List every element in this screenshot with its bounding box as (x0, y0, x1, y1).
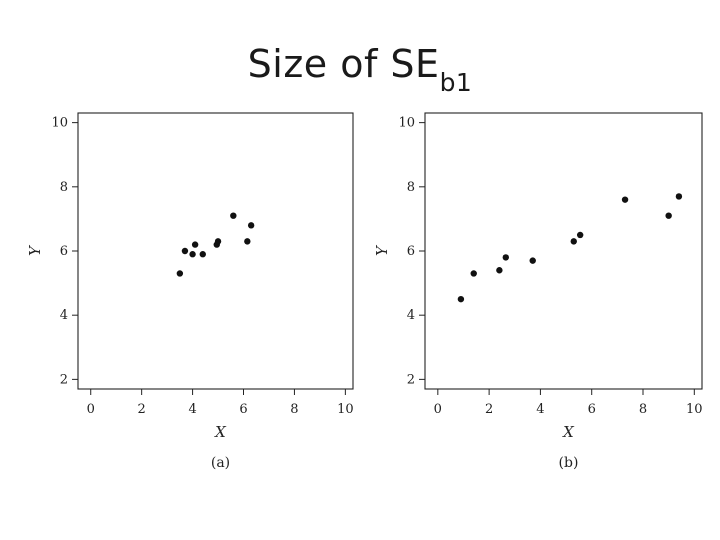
y-tick-label: 4 (60, 308, 68, 323)
data-point (230, 212, 237, 219)
x-tick-label: 6 (588, 402, 596, 417)
y-axis-label: Y (26, 244, 44, 256)
x-tick-label: 4 (188, 402, 196, 417)
y-tick-label: 8 (407, 180, 415, 195)
data-point (189, 251, 196, 258)
y-tick-label: 2 (407, 372, 415, 387)
data-point (181, 247, 189, 255)
data-point (502, 254, 509, 261)
data-point (214, 238, 222, 245)
data-point (176, 270, 184, 277)
data-point (496, 267, 503, 274)
data-point (191, 241, 199, 248)
scatter-panel-a: 2 4 6 8 10 0 2 4 6 8 10 X Y (a) (26, 112, 354, 471)
title-subscript: b1 (439, 68, 473, 97)
y-tick-label: 4 (407, 308, 415, 323)
y-tick-label: 10 (398, 116, 415, 131)
data-point (576, 231, 584, 239)
x-tick-label: 2 (485, 402, 493, 417)
x-tick-label: 0 (87, 402, 95, 417)
plot-frame (424, 112, 703, 390)
panel-caption: (b) (559, 455, 579, 471)
panel-caption: (a) (211, 455, 230, 471)
x-tick-label: 10 (337, 402, 354, 417)
y-tick-label: 6 (60, 244, 68, 259)
plot-frame (77, 112, 354, 390)
y-tick-label: 10 (51, 116, 68, 131)
x-tick-label: 2 (138, 402, 146, 417)
data-point (199, 251, 206, 258)
x-axis-label: X (562, 423, 575, 441)
x-tick-label: 10 (686, 402, 703, 417)
data-point (247, 222, 255, 229)
y-axis-label: Y (373, 244, 391, 256)
y-tick-label: 2 (60, 372, 68, 387)
data-point (470, 270, 477, 277)
title-main: Size of SE (247, 42, 440, 86)
scatter-panel-b: 2 4 6 8 10 0 2 4 6 8 10 X Y (b) (373, 112, 703, 471)
x-tick-label: 6 (239, 402, 247, 417)
data-point (529, 257, 536, 264)
y-tick-label: 6 (407, 244, 415, 259)
x-tick-label: 4 (536, 402, 544, 417)
x-tick-label: 8 (639, 402, 647, 417)
data-point (244, 238, 251, 245)
x-tick-label: 8 (290, 402, 298, 417)
data-point (665, 212, 672, 219)
data-point (457, 295, 465, 303)
x-tick-label: 0 (434, 402, 442, 417)
data-point (675, 193, 683, 200)
data-point (570, 238, 577, 245)
x-axis-label: X (214, 423, 227, 441)
data-point (621, 196, 629, 203)
y-tick-label: 8 (60, 180, 68, 195)
slide-title: Size of SEb1 (0, 42, 720, 97)
